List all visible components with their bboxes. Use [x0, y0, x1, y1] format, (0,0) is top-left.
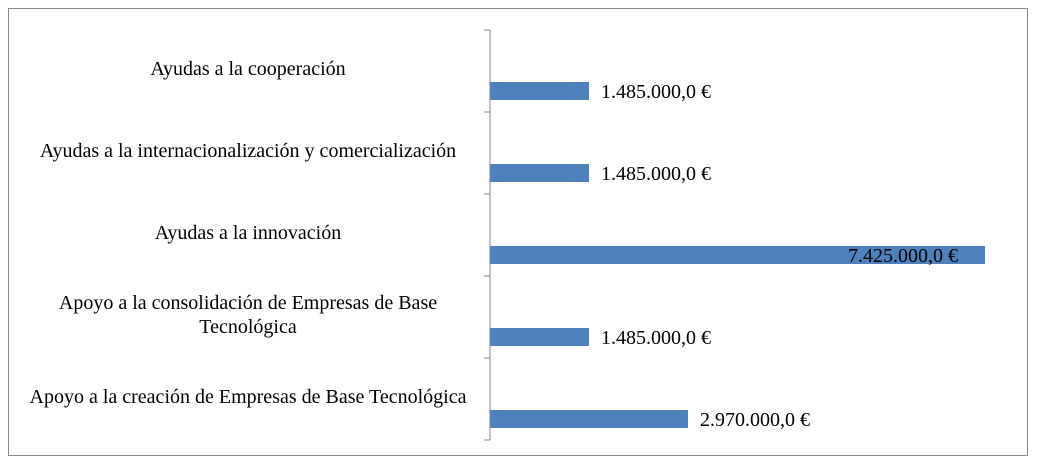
value-label: 1.485.000,0 € [601, 163, 711, 185]
bar [490, 246, 985, 264]
value-label: 7.425.000,0 € [848, 245, 958, 267]
value-label: 2.970.000,0 € [700, 409, 810, 431]
value-label: 1.485.000,0 € [601, 327, 711, 349]
bar [490, 328, 589, 346]
bar [490, 82, 589, 100]
chart-frame [8, 8, 1028, 456]
category-label: Apoyo a la creación de Empresas de Base … [29, 386, 467, 408]
category-label: Ayudas a la innovación [154, 222, 342, 244]
category-label: Apoyo a la consolidación de Empresas de … [58, 292, 438, 338]
value-label: 1.485.000,0 € [601, 81, 711, 103]
category-label: Ayudas a la cooperación [150, 58, 346, 80]
bar [490, 164, 589, 182]
category-label: Ayudas a la internacionalización y comer… [39, 140, 457, 162]
bar [490, 410, 688, 428]
